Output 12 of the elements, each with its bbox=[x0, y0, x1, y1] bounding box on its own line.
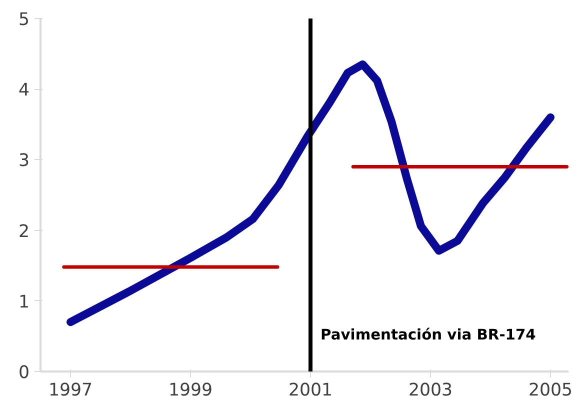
y-tick-label: 5 bbox=[18, 10, 30, 30]
y-tick-label: 4 bbox=[18, 80, 30, 101]
x-tick-label: 1997 bbox=[48, 380, 93, 400]
y-tick-label: 0 bbox=[18, 363, 30, 383]
x-tick-label: 2003 bbox=[408, 380, 453, 400]
x-tick-label: 2005 bbox=[528, 380, 573, 400]
x-tick-label: 2001 bbox=[288, 380, 333, 400]
y-tick-label: 3 bbox=[18, 151, 30, 172]
y-tick-label: 1 bbox=[18, 292, 30, 312]
x-tick-label: 1999 bbox=[168, 380, 213, 400]
ref-line-label: Pavimentación via BR-174 bbox=[320, 326, 536, 344]
y-tick-label: 2 bbox=[18, 222, 30, 242]
